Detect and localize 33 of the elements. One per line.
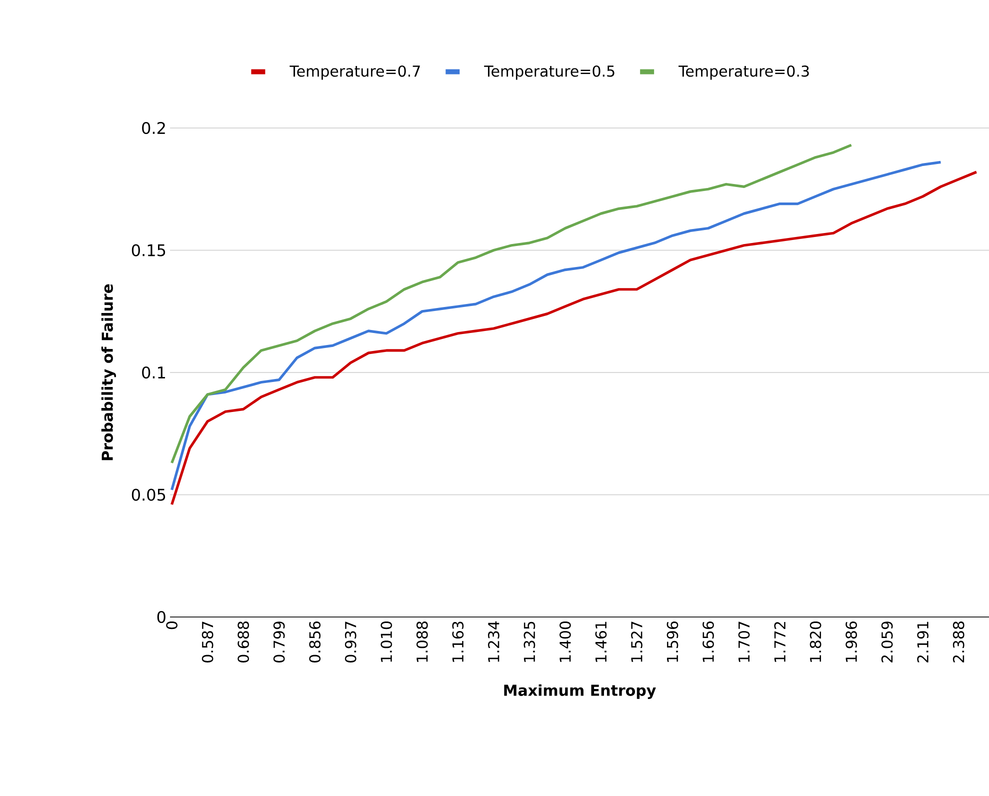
x-tick-label: 1.986 [846,621,857,662]
x-tick-label: 0.587 [202,622,214,662]
x-tick-label: 1.163 [452,622,464,662]
x-tick-label: 1.234 [488,621,500,662]
x-tick-label: 1.527 [631,622,642,662]
y-tick-label: 0.2 [142,122,165,134]
x-tick-label: 2.059 [881,622,893,662]
y-tick-label: 0 [157,610,166,624]
x-tick-label: 2.191 [917,622,929,662]
x-tick-label: 1.400 [560,622,571,662]
x-axis-title: Maximum Entropy [504,684,656,699]
y-tick-label: 0.1 [142,366,165,379]
x-tick-label: 1.772 [774,622,786,662]
x-tick-label: 0.856 [309,621,321,662]
y-axis-title: Probability of Failure [101,284,116,460]
legend-label: Temperature=0.5 [484,65,614,80]
x-tick-label: 1.010 [380,622,392,662]
x-tick-label: 0 [166,622,178,630]
x-tick-label: 1.596 [666,621,678,662]
y-tick-label: 0.05 [132,488,166,501]
x-tick-label: 1.325 [524,622,536,662]
x-tick-label: 0.688 [238,622,249,662]
x-tick-label: 1.461 [595,622,607,662]
x-tick-label: 2.388 [952,622,964,662]
y-tick-label: 0.15 [132,244,166,256]
x-tick-label: 0.937 [344,622,356,662]
x-tick-label: 1.707 [738,622,750,662]
legend-label: Temperature=0.3 [678,65,809,80]
x-tick-label: 1.656 [702,621,714,662]
x-tick-label: 0.799 [273,622,285,662]
legend-label: Temperature=0.7 [290,65,420,80]
x-tick-label: 1.088 [416,622,428,662]
x-tick-label: 1.820 [810,622,822,662]
